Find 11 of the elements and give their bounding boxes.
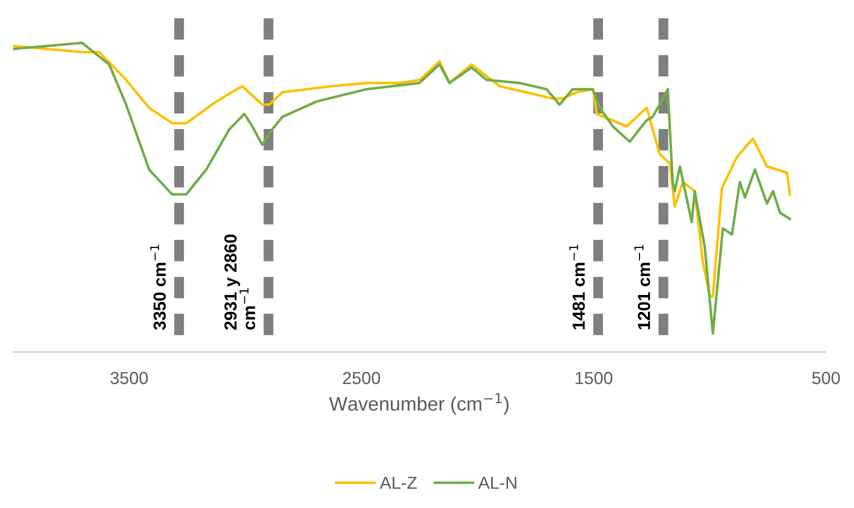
legend-label: AL-Z (380, 476, 417, 489)
x-tick-label: 2500 (342, 372, 380, 384)
ref-line-label: 1481 cm$^{−1}$ (569, 244, 585, 330)
x-tick-label: 1500 (576, 372, 612, 384)
ref-line-label: 1201 cm$^{−1}$ (634, 244, 650, 330)
x-axis-title: Wavenumber (cm$^{−1}$) (329, 393, 509, 415)
legend-label: AL-N (478, 476, 516, 489)
ref-line-label: 3350 cm$^{−1}$ (150, 244, 166, 330)
x-tick-label: 3500 (110, 372, 148, 384)
x-tick-label: 500 (812, 372, 840, 384)
ref-line-label: 2931 y 2860 cm$^{−1}$ (224, 234, 256, 330)
